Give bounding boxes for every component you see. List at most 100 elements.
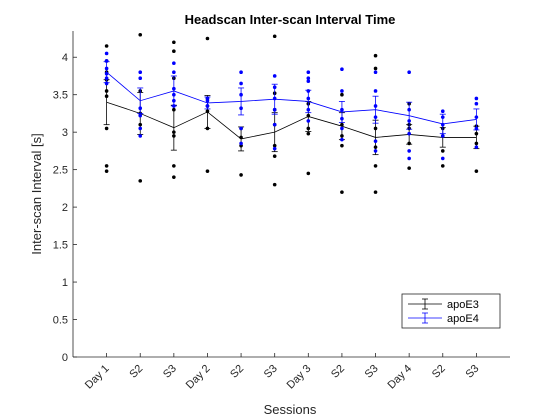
apoe4-data-point bbox=[239, 141, 243, 146]
apoe4-data-point bbox=[373, 89, 378, 93]
apoe3-data-point bbox=[272, 182, 277, 187]
apoe3-data-point bbox=[104, 44, 109, 48]
y-tick-label: 4 bbox=[62, 52, 68, 64]
apoe4-data-point bbox=[306, 76, 311, 81]
apoe4-data-point bbox=[407, 70, 411, 75]
apoe4-data-point bbox=[104, 51, 109, 56]
apoe4-data-point bbox=[172, 70, 176, 75]
apoe4-error-bar bbox=[338, 101, 345, 123]
apoe4-data-point bbox=[340, 67, 344, 72]
apoe4-data-point bbox=[306, 119, 311, 123]
apoe3-data-point bbox=[373, 53, 378, 58]
apoe4-error-bar bbox=[439, 113, 446, 135]
legend-label: apoE4 bbox=[447, 313, 479, 325]
apoe4-data-point bbox=[272, 74, 277, 78]
legend-item-apoe4: apoE4 bbox=[408, 312, 479, 325]
chart-title: Headscan Inter-scan Interval Time bbox=[185, 12, 396, 27]
y-tick-label: 0 bbox=[62, 352, 68, 364]
apoe3-data-point bbox=[440, 149, 445, 153]
apoe3-data-point bbox=[474, 169, 479, 173]
apoe3-data-point bbox=[239, 173, 243, 177]
apoe4-data-point bbox=[474, 101, 479, 106]
apoe4-data-point bbox=[138, 70, 143, 75]
apoe3-data-point bbox=[340, 143, 344, 148]
apoe3-data-point bbox=[172, 164, 176, 168]
apoe3-data-point bbox=[138, 179, 143, 183]
apoe4-error-bar bbox=[137, 87, 144, 114]
apoe3-data-point bbox=[373, 164, 378, 168]
legend-item-apoe3: apoE3 bbox=[408, 298, 479, 311]
apoe4-data-point bbox=[306, 79, 311, 84]
apoe4-data-point bbox=[138, 126, 143, 131]
apoe4-data-point bbox=[440, 156, 445, 161]
apoe4-data-point bbox=[373, 139, 378, 143]
apoe4-data-point bbox=[272, 122, 277, 127]
apoe4-data-point bbox=[474, 145, 479, 149]
x-tick-label: Day 4 bbox=[385, 363, 414, 392]
x-tick-label: Day 3 bbox=[285, 363, 314, 392]
apoe3-data-point bbox=[138, 32, 143, 37]
apoe3-data-point bbox=[340, 92, 344, 97]
apoe3-data-point bbox=[272, 34, 277, 39]
legend-box bbox=[401, 293, 501, 329]
apoe4-data-point bbox=[340, 137, 344, 142]
apoe3-data-point bbox=[205, 36, 210, 41]
y-tick-label: 3 bbox=[62, 127, 68, 139]
apoe4-data-point bbox=[407, 131, 411, 136]
x-tick-label: S2 bbox=[430, 363, 448, 381]
x-tick-label: S3 bbox=[463, 363, 481, 381]
apoe4-error-bar bbox=[204, 96, 211, 110]
apoe3-data-point bbox=[306, 131, 311, 136]
data-layer bbox=[103, 32, 480, 194]
y-tick-label: 1.5 bbox=[53, 240, 68, 252]
apoe3-data-point bbox=[306, 171, 311, 176]
x-tick-label: S2 bbox=[228, 363, 246, 381]
apoe3-data-point bbox=[172, 49, 176, 54]
apoe3-data-point bbox=[205, 169, 210, 173]
apoe4-data-point bbox=[407, 149, 411, 153]
apoe4-error-bar bbox=[372, 95, 379, 124]
apoe3-data-point bbox=[440, 164, 445, 168]
x-tick-label: Day 2 bbox=[184, 363, 213, 392]
x-tick-label: Day 1 bbox=[83, 363, 112, 392]
apoe3-data-point bbox=[104, 169, 109, 173]
y-tick-label: 3.5 bbox=[53, 90, 68, 102]
y-axis-label: Inter-scan Interval [s] bbox=[29, 133, 44, 254]
apoe3-mean-line bbox=[106, 101, 477, 140]
apoe3-data-point bbox=[272, 154, 277, 158]
y-tick-label: 2 bbox=[62, 202, 68, 214]
apoe4-data-point bbox=[138, 134, 143, 138]
apoe3-data-point bbox=[340, 190, 344, 194]
apoe3-data-point bbox=[104, 164, 109, 168]
x-axis-label: Sessions bbox=[264, 402, 317, 417]
x-tick-label: S3 bbox=[161, 363, 179, 381]
apoe4-mean-line bbox=[106, 71, 477, 125]
apoe3-data-point bbox=[104, 126, 109, 131]
apoe4-data-point bbox=[340, 89, 344, 93]
apoe4-data-point bbox=[239, 126, 243, 131]
legend-label: apoE3 bbox=[447, 299, 479, 311]
apoe4-error-bar bbox=[238, 87, 245, 116]
x-tick-label: S3 bbox=[363, 363, 381, 381]
apoe4-error-bar bbox=[473, 108, 480, 131]
apoe3-data-point bbox=[407, 166, 411, 170]
apoe4-error-bar bbox=[305, 89, 312, 114]
apoe4-data-point bbox=[306, 70, 311, 75]
apoe4-data-point bbox=[440, 134, 445, 138]
apoe4-data-point bbox=[373, 70, 378, 75]
y-tick-label: 0.5 bbox=[53, 315, 68, 327]
apoe4-data-point bbox=[239, 70, 243, 75]
apoe3-data-point bbox=[373, 66, 378, 71]
apoe4-data-point bbox=[138, 113, 143, 118]
apoe4-data-point bbox=[340, 126, 344, 131]
x-tick-label: S2 bbox=[127, 363, 145, 381]
x-tick-label: S2 bbox=[329, 363, 347, 381]
apoe4-data-point bbox=[172, 61, 176, 66]
apoe4-data-point bbox=[474, 96, 479, 101]
y-tick-label: 1 bbox=[62, 277, 68, 289]
apoe4-data-point bbox=[239, 81, 243, 86]
apoe4-error-bar bbox=[170, 75, 177, 107]
x-tick-label: S3 bbox=[262, 363, 280, 381]
apoe3-data-point bbox=[373, 190, 378, 194]
